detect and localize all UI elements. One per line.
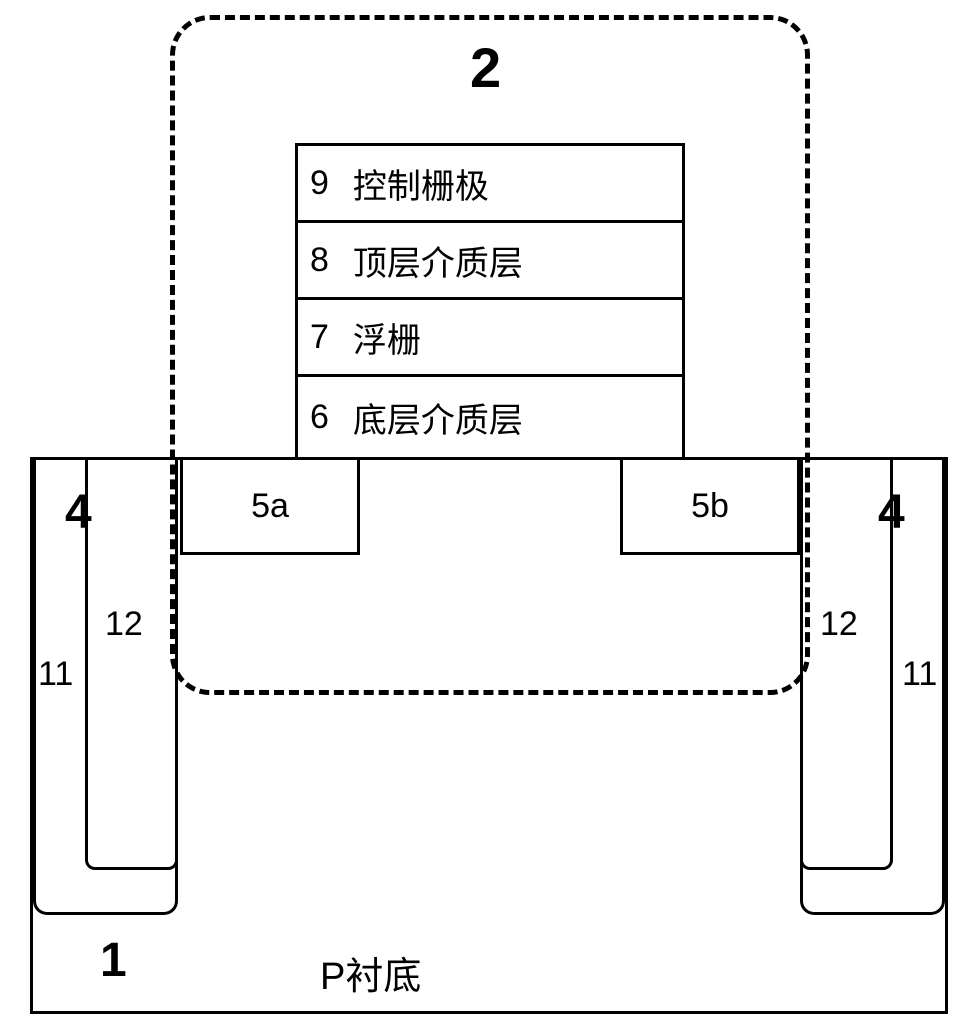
label-11-left: 11: [38, 655, 73, 694]
gate-8-text: 顶层介质层: [353, 236, 523, 285]
source-5a: 5a: [180, 460, 360, 555]
gate-6-num: 6: [310, 398, 329, 437]
label-11-right: 11: [902, 655, 937, 694]
gate-7-num: 7: [310, 318, 329, 357]
region-4-left: 4: [65, 485, 92, 540]
gate-6-text: 底层介质层: [353, 393, 523, 442]
drain-5b: 5b: [620, 460, 800, 555]
sd-5b-label: 5b: [691, 487, 729, 526]
gate-row-8: 8 顶层介质层: [295, 220, 685, 300]
substrate-label: P衬底: [320, 945, 421, 1000]
region-4-right: 4: [878, 485, 905, 540]
gate-7-text: 浮栅: [353, 313, 421, 362]
device-cross-section: 1 P衬底 2 9 控制栅极 8 顶层介质层 7 浮栅 6 底层介质层 5a 5…: [30, 15, 948, 1019]
gate-9-num: 9: [310, 164, 329, 203]
sd-5a-label: 5a: [251, 487, 289, 526]
gate-9-text: 控制栅极: [353, 159, 489, 208]
gate-row-9: 9 控制栅极: [295, 143, 685, 223]
gate-row-6: 6 底层介质层: [295, 374, 685, 460]
gate-row-7: 7 浮栅: [295, 297, 685, 377]
label-12-left: 12: [105, 605, 143, 644]
region-1-number: 1: [100, 933, 127, 988]
label-12-right: 12: [820, 605, 858, 644]
region-2-number: 2: [470, 35, 501, 100]
gate-8-num: 8: [310, 241, 329, 280]
left-trench-inner: [85, 460, 178, 870]
